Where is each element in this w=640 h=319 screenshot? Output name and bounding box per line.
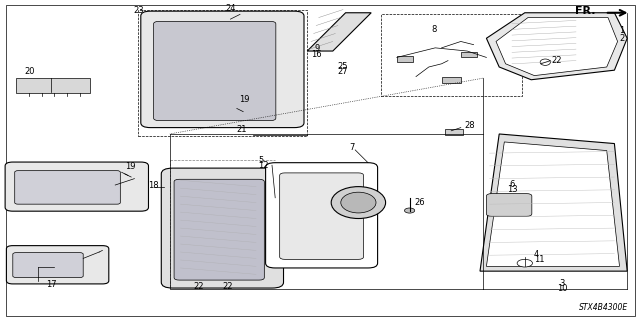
FancyBboxPatch shape (280, 173, 364, 259)
Ellipse shape (332, 187, 385, 219)
FancyBboxPatch shape (5, 162, 148, 211)
FancyBboxPatch shape (6, 246, 109, 284)
Text: 9: 9 (314, 44, 319, 53)
Text: 26: 26 (415, 198, 426, 207)
Text: 1: 1 (620, 26, 625, 35)
Polygon shape (496, 18, 618, 76)
Polygon shape (480, 134, 627, 271)
Ellipse shape (517, 259, 532, 267)
Text: 24: 24 (225, 4, 236, 13)
Text: 17: 17 (46, 280, 56, 289)
Bar (442, 77, 461, 83)
Text: 25: 25 (337, 62, 348, 70)
Text: 4: 4 (534, 250, 539, 259)
Polygon shape (486, 13, 627, 80)
Bar (138, 10, 307, 136)
Text: STX4B4300E: STX4B4300E (579, 303, 628, 312)
Bar (461, 52, 477, 57)
Text: 20: 20 (24, 67, 35, 76)
Bar (16, 78, 90, 93)
Ellipse shape (540, 59, 550, 65)
Text: 6: 6 (509, 180, 515, 189)
Polygon shape (307, 13, 371, 51)
FancyBboxPatch shape (266, 163, 378, 268)
FancyBboxPatch shape (13, 253, 83, 278)
Text: 22: 22 (552, 56, 562, 65)
Text: 28: 28 (464, 121, 475, 130)
Text: 19: 19 (125, 162, 135, 171)
Text: 5: 5 (258, 156, 263, 165)
Text: 21: 21 (237, 125, 247, 134)
Text: 8: 8 (431, 25, 436, 34)
Text: 19: 19 (239, 95, 249, 104)
Text: 13: 13 (507, 185, 517, 194)
Ellipse shape (404, 208, 415, 213)
FancyBboxPatch shape (486, 194, 532, 216)
Text: 11: 11 (534, 255, 544, 264)
Text: 2: 2 (620, 34, 625, 43)
Text: 12: 12 (258, 161, 268, 170)
FancyBboxPatch shape (154, 21, 276, 121)
Text: 23: 23 (133, 6, 144, 15)
Ellipse shape (341, 192, 376, 213)
Text: 22: 22 (222, 282, 232, 291)
Text: 18: 18 (148, 181, 159, 190)
Text: 27: 27 (337, 67, 348, 76)
Text: 16: 16 (312, 50, 322, 59)
FancyBboxPatch shape (174, 179, 264, 280)
Bar (397, 56, 413, 62)
FancyBboxPatch shape (141, 11, 304, 128)
Polygon shape (486, 142, 620, 266)
Text: 22: 22 (193, 282, 204, 291)
Text: 3: 3 (559, 278, 564, 287)
Text: 7: 7 (349, 143, 354, 152)
Text: 10: 10 (557, 284, 567, 293)
FancyBboxPatch shape (15, 171, 120, 204)
FancyBboxPatch shape (161, 168, 284, 288)
Text: FR.: FR. (575, 6, 595, 16)
Bar (445, 129, 463, 135)
Bar (381, 14, 522, 96)
